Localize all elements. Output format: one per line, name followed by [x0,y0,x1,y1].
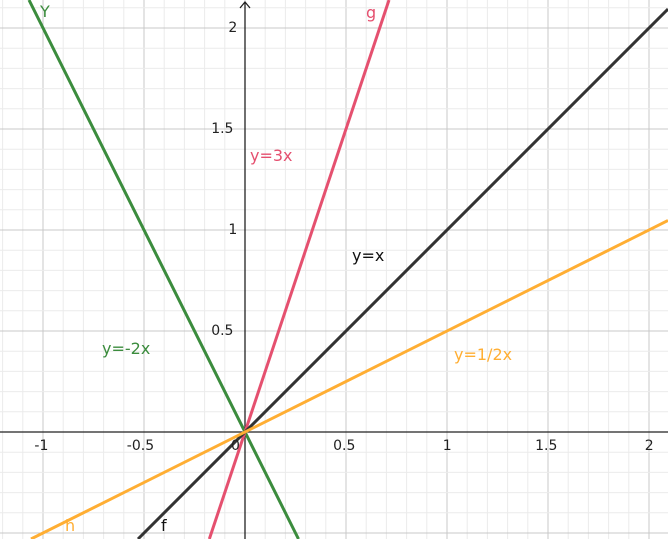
line-f[interactable] [136,7,668,539]
line-g-equation-label: y=3x [250,146,293,165]
x-tick-label: 2 [644,438,654,454]
y-axis-arrow-icon [239,0,251,9]
line-g-name-label: g [366,3,377,22]
line-Y-equation-label: y=-2x [102,339,151,358]
x-tick-label: 0 [231,438,240,454]
line-Y[interactable] [27,0,300,539]
x-tick-label: 0.5 [333,438,356,454]
line-f-name-label: f [161,516,167,535]
line-Y-name-label: Y [40,2,50,21]
line-h-name-label: h [65,516,76,535]
line-h-equation-label: y=1/2x [454,345,513,364]
line-g[interactable] [207,0,391,539]
x-tick-label: 1.5 [535,438,558,454]
y-tick-label: 1 [228,222,238,238]
y-tick-label: 1.5 [211,121,234,137]
x-tick-label: -0.5 [126,438,155,454]
line-h[interactable] [30,219,668,539]
y-tick-label: 2 [228,20,238,36]
y-tick-label: 0.5 [211,323,234,339]
x-tick-label: 1 [442,438,452,454]
line-f-equation-label: y=x [352,246,385,265]
x-tick-label: -1 [34,438,49,454]
